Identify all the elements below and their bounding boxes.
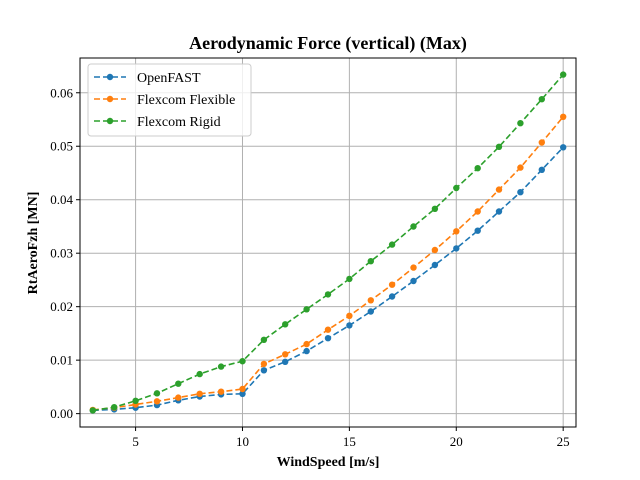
data-point-flexcom-rigid (538, 96, 545, 103)
legend-box (87, 63, 252, 137)
y-tick-label: 0.05 (50, 139, 73, 154)
data-point-openfast (367, 308, 374, 315)
data-point-flexcom-rigid (517, 120, 524, 127)
data-point-flexcom-flexible (217, 388, 225, 395)
data-point-openfast (560, 144, 567, 151)
legend-marker-flexcom-flexible (106, 95, 114, 103)
data-point-flexcom-rigid (260, 336, 268, 343)
data-point-openfast (239, 390, 246, 397)
data-point-flexcom-rigid (196, 370, 203, 378)
data-point-flexcom-flexible (410, 264, 417, 271)
data-point-flexcom-flexible (153, 398, 161, 405)
data-point-flexcom-rigid (132, 397, 139, 404)
data-point-openfast (495, 208, 503, 215)
data-point-openfast (538, 166, 545, 173)
data-point-flexcom-rigid (153, 390, 161, 397)
data-point-openfast (474, 227, 481, 234)
data-point-flexcom-flexible (367, 297, 374, 304)
data-point-flexcom-flexible (346, 312, 353, 319)
data-point-openfast (388, 293, 396, 300)
data-point-flexcom-rigid (410, 223, 417, 230)
data-point-flexcom-flexible (431, 246, 439, 254)
legend: OpenFAST Flexcom Flexible Flexcom Rigid (87, 63, 252, 137)
data-point-flexcom-rigid (303, 306, 310, 313)
data-point-openfast (410, 277, 417, 285)
series-line-flexcom-rigid (92, 74, 564, 412)
data-point-flexcom-rigid (282, 321, 289, 328)
data-point-flexcom-flexible (474, 208, 481, 215)
data-point-flexcom-flexible (388, 281, 396, 288)
legend-label-flexcom-rigid: Flexcom Rigid (137, 115, 221, 130)
data-point-flexcom-rigid (388, 241, 396, 248)
data-point-openfast (260, 367, 268, 374)
y-tick-label: 0.03 (50, 246, 73, 261)
data-point-openfast (282, 358, 289, 365)
y-tick-label: 0.02 (50, 299, 73, 314)
data-point-flexcom-flexible (282, 351, 289, 358)
data-point-flexcom-flexible (453, 228, 460, 235)
data-point-openfast (303, 347, 310, 355)
data-point-flexcom-rigid (560, 71, 567, 78)
data-point-flexcom-rigid (239, 358, 246, 365)
x-tick-label: 25 (557, 434, 570, 449)
chart-title: Aerodynamic Force (vertical) (Max) (189, 33, 467, 54)
data-point-flexcom-flexible (538, 139, 545, 146)
data-point-flexcom-flexible (196, 390, 203, 397)
data-point-openfast (517, 189, 524, 196)
x-axis-label: WindSpeed [m/s] (277, 455, 380, 470)
y-tick-label: 0.06 (50, 85, 73, 100)
data-point-openfast (431, 261, 439, 269)
legend-marker-openfast (106, 73, 114, 81)
data-point-flexcom-flexible (175, 394, 182, 401)
data-point-flexcom-rigid (453, 184, 460, 192)
data-point-flexcom-flexible (303, 340, 310, 348)
data-point-flexcom-rigid (495, 143, 503, 150)
data-point-flexcom-rigid (474, 165, 481, 172)
legend-marker-flexcom-rigid (106, 117, 114, 125)
y-axis-label: RtAeroFzh [MN] (26, 192, 41, 295)
data-point-flexcom-flexible (560, 113, 567, 121)
data-point-openfast (346, 322, 353, 329)
data-point-flexcom-flexible (260, 360, 268, 368)
data-point-flexcom-rigid (89, 407, 97, 414)
x-tick-label: 10 (236, 434, 249, 449)
grid (80, 58, 576, 427)
data-point-flexcom-rigid (217, 363, 225, 370)
data-point-flexcom-rigid (324, 291, 332, 298)
plot-frame (79, 57, 577, 428)
data-point-flexcom-flexible (324, 326, 332, 333)
y-tick-label: 0.00 (50, 406, 73, 421)
data-point-flexcom-rigid (175, 380, 182, 387)
legend-label-openfast: OpenFAST (137, 71, 201, 86)
data-point-flexcom-rigid (346, 275, 353, 283)
data-point-flexcom-flexible (495, 186, 503, 193)
legend-label-flexcom-flexible: Flexcom Flexible (137, 93, 235, 108)
data-point-flexcom-rigid (111, 404, 118, 411)
axis-ticks: 5 10 15 20 25 0.00 0.01 0.02 0.03 0.04 0.05 0.06 (50, 85, 569, 449)
data-point-flexcom-flexible (517, 164, 524, 171)
data-point-flexcom-rigid (431, 205, 439, 212)
x-tick-label: 5 (132, 434, 139, 449)
series-layer (89, 71, 567, 414)
x-tick-label: 15 (343, 434, 356, 449)
y-tick-label: 0.01 (50, 353, 73, 368)
data-point-flexcom-rigid (367, 258, 374, 265)
data-point-openfast (324, 335, 332, 342)
data-point-openfast (453, 245, 460, 252)
x-tick-label: 20 (450, 434, 463, 449)
data-point-flexcom-flexible (239, 385, 246, 393)
y-tick-label: 0.04 (50, 192, 73, 207)
